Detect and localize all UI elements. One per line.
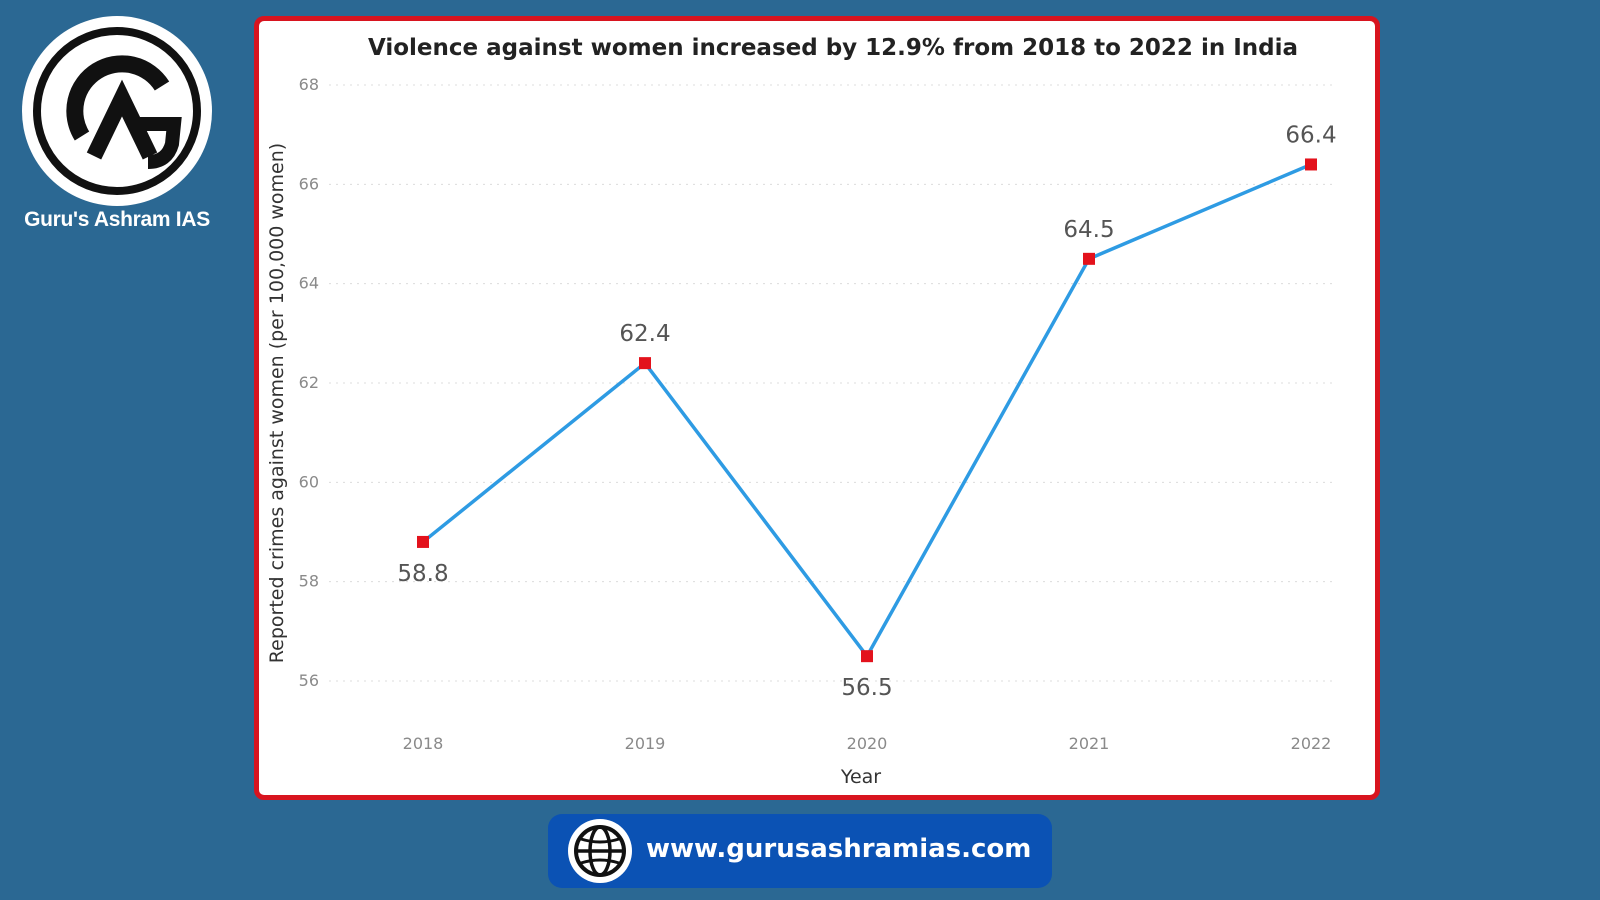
logo-badge [22, 16, 212, 206]
website-url[interactable]: www.gurusashramias.com [646, 834, 1032, 864]
y-tick-label: 60 [299, 472, 319, 491]
y-tick-label: 58 [299, 572, 319, 591]
y-axis-ticks: 56 58 60 62 64 66 68 [299, 75, 319, 690]
y-tick-label: 56 [299, 671, 319, 690]
data-point-marker [639, 357, 651, 370]
y-tick-label: 64 [299, 274, 319, 293]
series-line [421, 162, 1312, 658]
x-axis-ticks: 2018 2019 2020 2021 2022 [403, 734, 1332, 753]
gridlines [329, 84, 1334, 682]
x-tick-label: 2022 [1291, 734, 1332, 753]
brand-logo: Guru's Ashram IAS [22, 16, 212, 232]
website-link[interactable]: www.gurusashramias.com [548, 814, 1052, 888]
data-label: 66.4 [1285, 122, 1336, 148]
y-axis-title: Reported crimes against women (per 100,0… [266, 143, 288, 663]
data-label: 62.4 [619, 321, 670, 347]
data-label: 58.8 [397, 561, 448, 587]
globe-icon [568, 819, 632, 883]
data-point-marker [1305, 158, 1317, 171]
data-labels: 58.8 62.4 56.5 64.5 66.4 [397, 122, 1336, 701]
data-point-marker [417, 535, 429, 548]
x-tick-label: 2018 [403, 734, 444, 753]
data-label: 56.5 [841, 675, 892, 701]
data-point-marker [1083, 252, 1095, 265]
chart-title: Violence against women increased by 12.9… [368, 35, 1298, 61]
data-label: 64.5 [1063, 217, 1114, 243]
logo-mark-icon [33, 27, 201, 195]
y-tick-label: 62 [299, 373, 319, 392]
y-tick-label: 68 [299, 75, 319, 94]
x-tick-label: 2021 [1069, 734, 1110, 753]
x-tick-label: 2020 [847, 734, 888, 753]
series-path [421, 162, 1312, 658]
brand-name: Guru's Ashram IAS [24, 208, 210, 231]
data-markers [417, 158, 1317, 663]
y-tick-label: 66 [299, 174, 319, 193]
chart-card: Violence against women increased by 12.9… [254, 16, 1380, 800]
x-tick-label: 2019 [625, 734, 666, 753]
line-chart: Violence against women increased by 12.9… [266, 35, 1337, 788]
x-axis-title: Year [840, 766, 881, 788]
data-point-marker [861, 650, 873, 663]
